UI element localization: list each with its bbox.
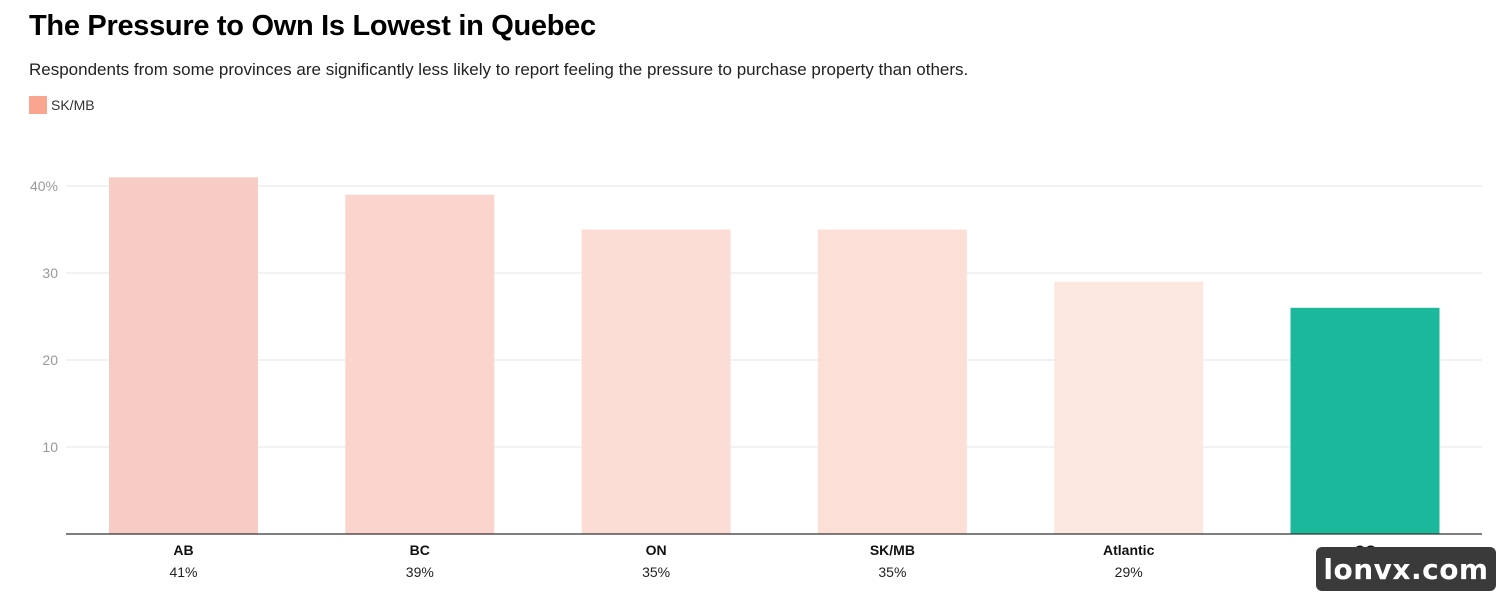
y-tick-label: 10 [42,439,58,455]
legend-label: SK/MB [51,97,95,113]
chart-title: The Pressure to Own Is Lowest in Quebec [29,10,596,42]
watermark: lonvx.com [1316,547,1496,591]
bar [345,194,495,534]
bar [581,229,731,534]
legend: SK/MB [29,96,95,114]
category-label: AB [173,542,193,558]
category-label: Atlantic [1103,542,1155,558]
bar [109,177,258,535]
category-label: SK/MB [870,542,915,558]
y-tick-label: 20 [42,352,58,368]
value-label: 35% [642,564,670,580]
bar [817,229,967,534]
category-label: ON [646,542,667,558]
value-label: 35% [878,564,906,580]
y-tick-label: 30 [42,265,58,281]
value-label: 41% [169,564,197,580]
chart-subtitle: Respondents from some provinces are sign… [29,60,969,79]
value-label: 39% [406,564,434,580]
legend-swatch [29,96,47,114]
bar [1054,281,1204,534]
bar [1290,307,1440,534]
category-label: BC [410,542,430,558]
y-tick-label: 40% [30,178,58,194]
value-label: 29% [1115,564,1143,580]
